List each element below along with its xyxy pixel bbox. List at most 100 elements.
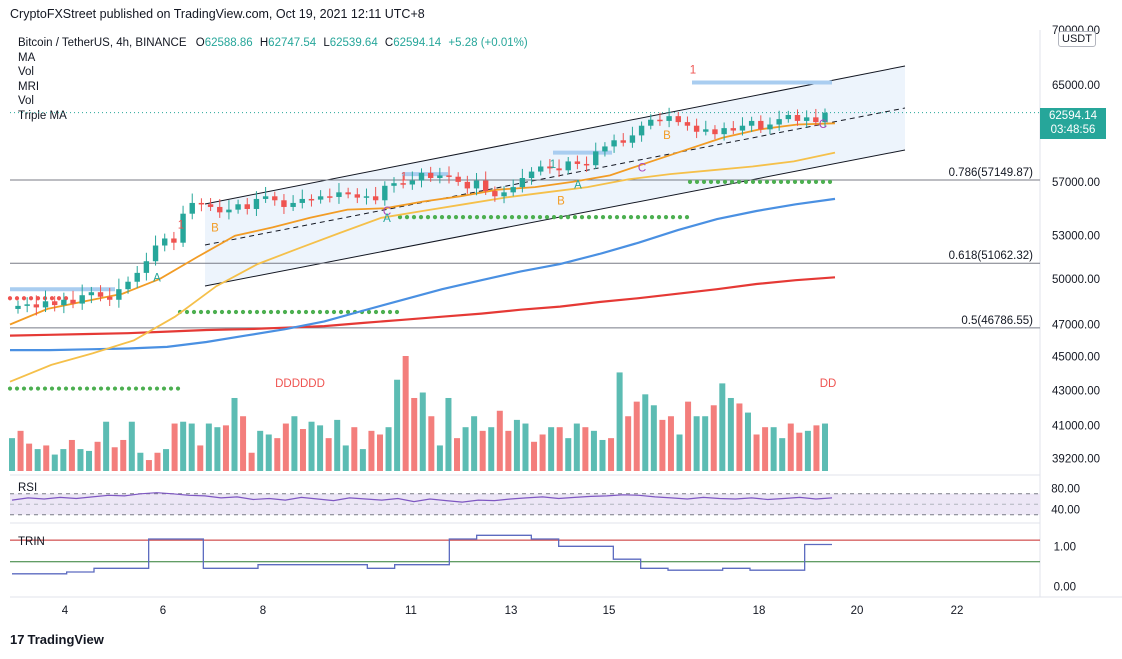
tradingview-logo[interactable]: 17 TradingView — [10, 632, 104, 647]
support-dot — [112, 386, 118, 391]
support-dot — [205, 309, 211, 315]
currency-unit-button[interactable]: USDT — [1058, 31, 1096, 47]
time-tick-label: 20 — [851, 605, 864, 617]
support-dot — [750, 179, 756, 184]
indicator-vol[interactable]: Vol — [18, 66, 34, 79]
support-dot — [373, 309, 379, 315]
chart-legend: Bitcoin / TetherUS, 4h, BINANCE O62588.8… — [18, 36, 532, 124]
candle-body — [538, 166, 544, 172]
rsi-tick-label: 40.00 — [1051, 505, 1080, 517]
candle-body — [813, 117, 819, 123]
support-dot — [366, 309, 372, 315]
support-dot — [77, 386, 83, 391]
volume-bar — [111, 447, 118, 471]
signal-label: DDDDDD — [275, 378, 325, 390]
support-dot — [684, 214, 690, 220]
candle-body — [739, 125, 746, 131]
candle-body — [345, 192, 351, 195]
support-dot — [63, 386, 69, 391]
support-dot — [708, 179, 714, 184]
volume-bar — [762, 427, 769, 471]
indicator-vol-2[interactable]: Vol — [18, 95, 34, 108]
candle-body — [657, 119, 663, 122]
ohlc-key: O — [195, 37, 205, 49]
support-dot — [91, 386, 97, 391]
channel-mid-line — [204, 107, 906, 246]
candle-body — [226, 209, 232, 213]
price-tick-label: 50000.00 — [1052, 274, 1100, 286]
candle-body — [244, 204, 250, 209]
support-dot — [275, 309, 281, 315]
trin-title: TRIN — [18, 536, 45, 548]
signal-label: 1 — [550, 159, 556, 171]
support-dot — [579, 214, 585, 220]
support-dot — [677, 214, 683, 220]
support-dot — [663, 214, 669, 220]
volume-bar — [120, 439, 127, 471]
volume-bar — [291, 416, 298, 471]
volume-bar — [650, 405, 657, 471]
candle-body — [794, 114, 801, 121]
indicator-ma[interactable]: MA — [18, 51, 36, 64]
price-tick-label: 39200.00 — [1052, 454, 1100, 466]
candle-body — [556, 168, 562, 171]
signal-label: C — [638, 163, 646, 175]
resistance-dot — [7, 296, 13, 301]
support-dot — [453, 214, 459, 220]
support-dot — [119, 386, 125, 391]
support-dot — [7, 386, 13, 391]
support-dot — [226, 309, 232, 315]
support-dot — [586, 214, 592, 220]
volume-bar — [128, 421, 135, 471]
candle-body — [767, 124, 773, 130]
signal-label: A — [383, 213, 391, 225]
candle-body — [648, 119, 654, 126]
symbol-title[interactable]: Bitcoin / TetherUS, 4h, BINANCE — [18, 37, 187, 49]
candle-body — [143, 261, 150, 273]
candle-body — [354, 194, 361, 198]
volume-bar — [616, 372, 623, 471]
volume-bar — [505, 430, 512, 471]
candle-body — [758, 120, 764, 130]
signal-label: 1 — [401, 172, 407, 184]
candle-body — [703, 129, 709, 132]
volume-bar — [351, 427, 358, 471]
volume-bar — [753, 434, 760, 471]
candle-body — [308, 198, 315, 201]
candle-body — [666, 116, 672, 121]
support-dot — [530, 214, 536, 220]
volume-bar — [822, 423, 828, 471]
volume-bar — [539, 434, 546, 471]
volume-bar — [180, 421, 187, 471]
ohlc-key: L — [323, 37, 330, 49]
ohlc-change: +5.28 (+0.01%) — [448, 37, 528, 49]
volume-bar — [317, 425, 324, 471]
volume-bar — [796, 432, 803, 471]
support-dot — [387, 309, 393, 315]
support-dot — [394, 309, 400, 315]
support-dot — [656, 214, 662, 220]
volume-bar — [573, 423, 580, 471]
support-dot — [161, 386, 167, 391]
indicator-mri[interactable]: MRI — [18, 80, 40, 93]
candle-body — [15, 305, 21, 309]
support-dot — [317, 309, 323, 315]
volume-bar — [419, 392, 426, 471]
volume-bar — [479, 430, 486, 471]
candle-body — [776, 119, 782, 125]
support-dot — [729, 179, 735, 184]
support-dot — [84, 386, 90, 391]
volume-bar — [633, 401, 640, 471]
volume-bar — [282, 423, 289, 471]
volume-bar — [471, 416, 478, 471]
candle-body — [88, 292, 95, 296]
candle-body — [547, 166, 553, 169]
volume-bar — [744, 412, 751, 471]
volume-bar — [9, 438, 15, 471]
price-tick-label: 43000.00 — [1052, 385, 1100, 397]
candle-body — [675, 116, 681, 123]
volume-bar — [736, 403, 743, 471]
candle-body — [611, 140, 617, 147]
time-tick-label: 13 — [505, 605, 518, 617]
